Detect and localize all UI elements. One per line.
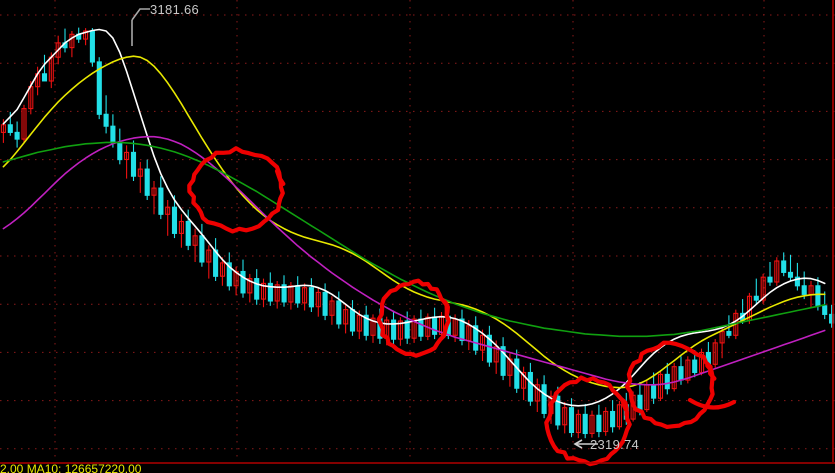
high-price-label: 3181.66 [150, 2, 200, 17]
volume-ma-readout: 2.00 MA10: 126657220.00 [0, 462, 142, 473]
low-price-label: 2319.74 [590, 437, 640, 452]
hand-drawn-annotations [131, 8, 737, 467]
